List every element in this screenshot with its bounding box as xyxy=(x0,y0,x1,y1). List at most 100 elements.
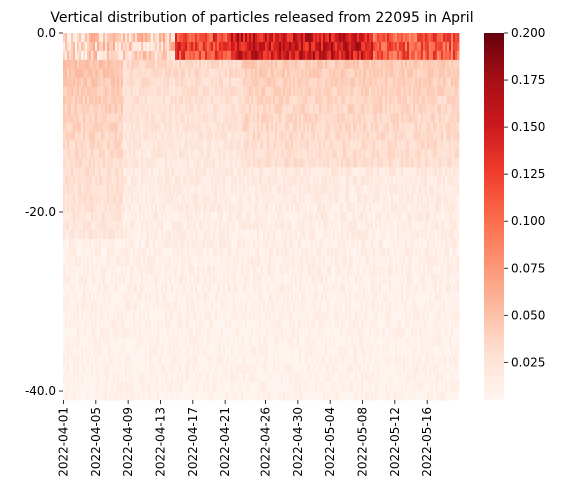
heatmap-cell xyxy=(165,229,168,240)
heatmap-cell xyxy=(215,212,218,222)
heatmap-cell xyxy=(259,167,262,177)
heatmap-cell xyxy=(247,283,250,293)
heatmap-cell xyxy=(145,149,148,159)
heatmap-cell xyxy=(123,310,126,320)
heatmap-cell xyxy=(225,256,228,267)
heatmap-cell xyxy=(205,382,208,392)
heatmap-cell xyxy=(223,265,226,276)
heatmap-cell xyxy=(267,364,270,374)
heatmap-cell xyxy=(131,346,134,356)
heatmap-cell xyxy=(215,373,218,383)
heatmap-cell xyxy=(139,68,142,79)
heatmap-cell xyxy=(95,265,98,276)
heatmap-cell xyxy=(93,274,96,285)
heatmap-cell xyxy=(201,113,204,123)
heatmap-cell xyxy=(87,364,90,374)
heatmap-cell xyxy=(209,176,212,186)
heatmap-cell xyxy=(249,337,252,347)
heatmap-cell xyxy=(243,346,246,356)
heatmap-cell xyxy=(223,256,226,267)
heatmap-cell xyxy=(119,229,122,240)
heatmap-cell xyxy=(177,283,180,293)
heatmap-cell xyxy=(121,391,124,401)
heatmap-cell xyxy=(165,220,168,231)
heatmap-cell xyxy=(87,373,90,383)
heatmap-cell xyxy=(147,274,150,285)
heatmap-cell xyxy=(143,203,146,213)
heatmap-cell xyxy=(189,247,192,258)
heatmap-cell xyxy=(229,256,232,267)
heatmap-cell xyxy=(83,346,86,356)
heatmap-cell xyxy=(83,355,86,365)
heatmap-cell xyxy=(77,77,80,88)
heatmap-cell xyxy=(163,158,166,168)
heatmap-cell xyxy=(265,229,268,240)
heatmap-cell xyxy=(165,86,168,97)
heatmap-cell xyxy=(187,256,190,267)
heatmap-cell xyxy=(151,185,154,195)
heatmap-cell xyxy=(181,355,184,365)
heatmap-cell xyxy=(163,382,166,392)
heatmap-cell xyxy=(73,33,76,43)
heatmap-cell xyxy=(215,131,218,141)
heatmap-cell xyxy=(243,77,246,88)
heatmap-cell xyxy=(81,158,84,168)
heatmap-cell xyxy=(213,59,216,70)
heatmap-cell xyxy=(231,247,234,258)
heatmap-cell xyxy=(143,283,146,293)
heatmap-cell xyxy=(263,176,266,186)
heatmap-cell xyxy=(233,310,236,320)
heatmap-cell xyxy=(127,247,130,258)
heatmap-cell xyxy=(293,33,296,43)
heatmap-cell xyxy=(75,104,78,114)
heatmap-cell xyxy=(73,328,76,338)
heatmap-cell xyxy=(209,86,212,97)
heatmap-cell xyxy=(153,68,156,79)
heatmap-cell xyxy=(127,86,130,97)
heatmap-cell xyxy=(123,212,126,222)
heatmap-cell xyxy=(179,212,182,222)
heatmap-cell xyxy=(305,212,308,222)
heatmap-cell xyxy=(125,346,128,356)
heatmap-cell xyxy=(79,364,82,374)
heatmap-cell xyxy=(91,391,94,401)
heatmap-cell xyxy=(159,283,162,293)
heatmap-cell xyxy=(205,50,208,61)
heatmap-cell xyxy=(239,158,242,168)
heatmap-cell xyxy=(101,149,104,159)
heatmap-cell xyxy=(181,50,184,61)
heatmap-cell xyxy=(177,140,180,150)
heatmap-cell xyxy=(199,247,202,258)
heatmap-cell xyxy=(259,319,262,329)
heatmap-cell xyxy=(129,104,132,114)
heatmap-cell xyxy=(163,238,166,249)
heatmap-cell xyxy=(303,337,306,347)
heatmap-cell xyxy=(195,382,198,392)
heatmap-cell xyxy=(117,301,120,311)
heatmap-cell xyxy=(145,238,148,249)
heatmap-cell xyxy=(297,346,300,356)
heatmap-cell xyxy=(197,391,200,401)
heatmap-cell xyxy=(217,77,220,88)
heatmap-cell xyxy=(293,77,296,88)
heatmap-cell xyxy=(117,256,120,267)
heatmap-cell xyxy=(237,185,240,195)
heatmap-cell xyxy=(107,319,110,329)
heatmap-cell xyxy=(181,328,184,338)
heatmap-cell xyxy=(243,238,246,249)
heatmap-cell xyxy=(247,113,250,123)
heatmap-cell xyxy=(203,59,206,70)
heatmap-cell xyxy=(105,167,108,177)
heatmap-cell xyxy=(101,158,104,168)
heatmap-cell xyxy=(243,328,246,338)
heatmap-cell xyxy=(209,301,212,311)
heatmap-cell xyxy=(277,194,280,204)
heatmap-cell xyxy=(153,292,156,302)
heatmap-cell xyxy=(165,33,168,43)
heatmap-cell xyxy=(161,382,164,392)
heatmap-cell xyxy=(77,382,80,392)
heatmap-cell xyxy=(199,382,202,392)
heatmap-cell xyxy=(239,41,242,52)
heatmap-cell xyxy=(217,95,220,106)
heatmap-cell xyxy=(297,310,300,320)
